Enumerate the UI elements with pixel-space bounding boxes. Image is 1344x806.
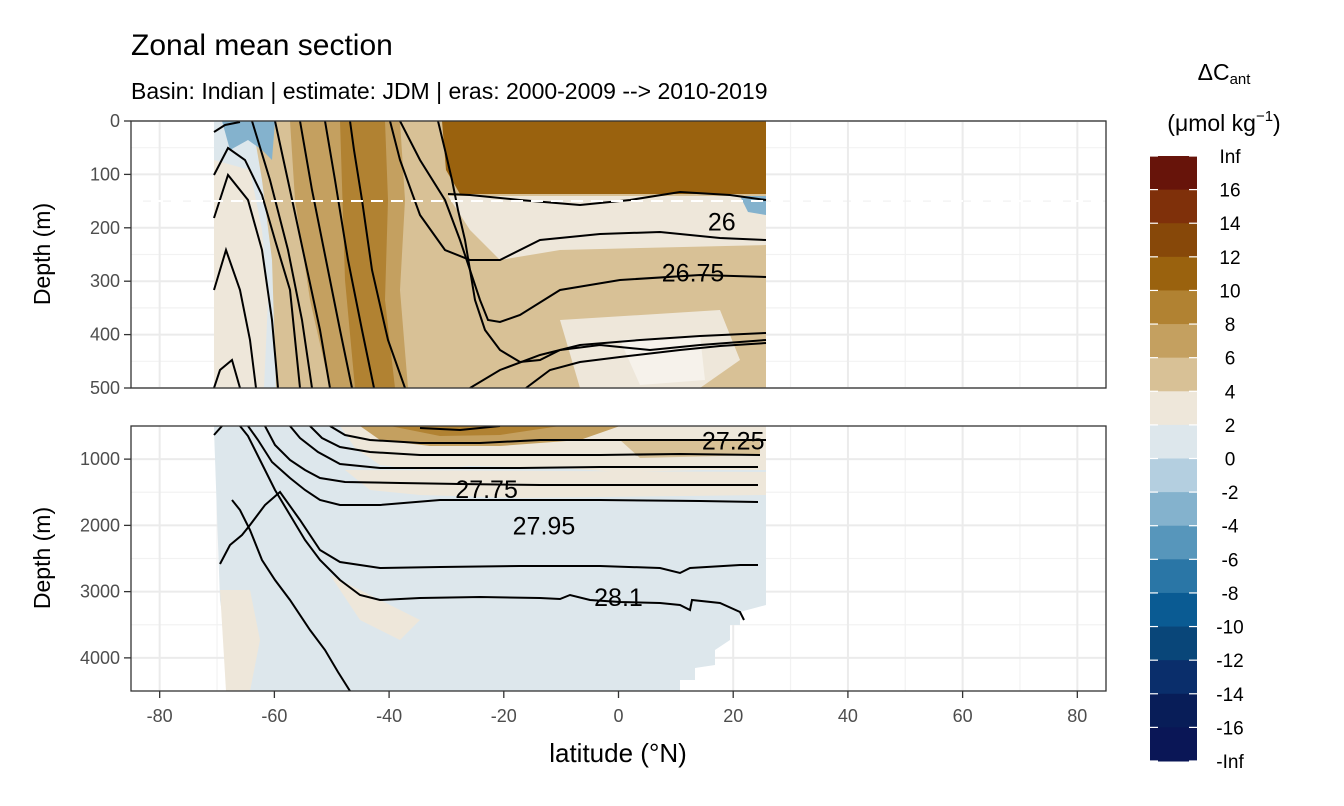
legend-swatch (1150, 424, 1197, 459)
fill-upper-deep-low (345, 470, 766, 498)
legend-title-main: ΔC (1198, 59, 1230, 85)
fill-low-south (214, 160, 268, 388)
isopycnal-label: 27.95 (513, 512, 576, 540)
legend-label: -12 (1216, 651, 1243, 672)
legend-swatch (1150, 290, 1197, 325)
legend-swatch (1150, 324, 1197, 359)
x-tick-label: -20 (491, 706, 517, 726)
legend-unit-text: (μmol kg (1167, 110, 1256, 136)
legend-swatch (1150, 357, 1197, 392)
x-tick-label: 40 (838, 706, 858, 726)
legend-swatch (1150, 592, 1197, 628)
x-axis-ticks: -80 -60 -40 -20 0 20 40 60 80 (147, 691, 1087, 726)
legend-swatch (1150, 727, 1197, 762)
legend-swatch (1150, 156, 1197, 191)
isopycnal-label: 27.25 (702, 428, 765, 456)
isopycnal-label: 26.75 (662, 260, 725, 288)
fill-southern-low (220, 590, 260, 691)
chart-subtitle: Basin: Indian | estimate: JDM | eras: 20… (131, 78, 768, 104)
legend-swatch (1150, 223, 1197, 258)
y-tick-label: 1000 (80, 449, 120, 469)
legend-labels: Inf 16 14 12 10 8 6 4 2 0 -2 -4 -6 -8 -10 -12 -14 -16 -Inf (1216, 147, 1244, 773)
x-tick-label: -40 (376, 706, 402, 726)
legend-title-sub: ant (1230, 71, 1252, 88)
legend-label: 2 (1225, 416, 1236, 437)
y-axis-label-upper: Depth (m) (29, 203, 55, 305)
legend-label: -4 (1222, 517, 1239, 538)
fill-thermocline-low (448, 196, 766, 260)
legend-label: -Inf (1216, 752, 1244, 773)
upper-panel: 0 100 200 300 400 500 26 26.75 (90, 111, 1107, 398)
lower-axis-ticks: 1000 2000 3000 4000 (80, 449, 131, 668)
lower-isopycnals (213, 426, 766, 691)
upper-axis-ticks: 0 100 200 300 400 500 (90, 111, 131, 398)
legend-swatch (1150, 525, 1197, 560)
fill-deep-low-patch (330, 575, 420, 640)
y-tick-label: 300 (90, 271, 120, 291)
legend-swatch (1150, 693, 1197, 728)
y-tick-label: 500 (90, 378, 120, 398)
legend-swatch (1150, 626, 1197, 661)
legend-unit: (μmol kg−1) (1167, 108, 1280, 136)
legend-label: -2 (1222, 483, 1239, 504)
legend-swatch (1150, 660, 1197, 695)
legend-swatch (1150, 189, 1197, 224)
legend-label: 16 (1219, 181, 1240, 202)
y-tick-label: 100 (90, 164, 120, 184)
y-tick-label: 0 (110, 111, 120, 131)
x-tick-label: 20 (723, 706, 743, 726)
legend-swatch (1150, 492, 1197, 527)
y-tick-label: 4000 (80, 648, 120, 668)
lower-panel: 1000 2000 3000 4000 27.25 27.75 27.95 28.1 (80, 425, 1107, 692)
legend-label: 6 (1225, 349, 1236, 370)
x-tick-label: 60 (953, 706, 973, 726)
lower-fill (213, 426, 766, 691)
legend-swatch (1150, 391, 1197, 426)
isopycnal-label: 28.1 (594, 584, 643, 612)
legend-label: -16 (1216, 718, 1243, 739)
fill-negative-core (222, 121, 275, 160)
legend-label: Inf (1219, 147, 1241, 168)
upper-isopycnals (213, 121, 767, 388)
y-tick-label: 400 (90, 325, 120, 345)
y-tick-label: 2000 (80, 515, 120, 535)
legend-label: 4 (1225, 382, 1236, 403)
legend-label: 10 (1219, 281, 1240, 302)
upper-panel-border (130, 120, 1107, 389)
legend-label: -8 (1222, 584, 1239, 605)
x-tick-label: -80 (147, 706, 173, 726)
isopycnal-label: 27.75 (455, 476, 518, 504)
legend-swatch (1150, 559, 1197, 594)
legend-label: -10 (1216, 618, 1243, 639)
legend-unit-sup: −1 (1256, 108, 1273, 125)
legend-swatch (1150, 458, 1197, 493)
y-axis-label-lower: Depth (m) (29, 507, 55, 609)
legend-colorbar (1150, 155, 1197, 762)
x-tick-label: -60 (261, 706, 287, 726)
legend-label: 14 (1219, 214, 1241, 235)
legend-title: ΔCant (1198, 59, 1252, 88)
fill-high-front (340, 121, 395, 388)
legend-unit-close: ) (1273, 110, 1281, 136)
legend-label: 0 (1225, 450, 1236, 471)
lower-contour-labels: 27.25 27.75 27.95 28.1 (455, 428, 764, 612)
legend-label: -14 (1216, 685, 1244, 706)
isopycnal-label: 26 (708, 208, 736, 236)
x-axis-label: latitude (°N) (549, 738, 687, 768)
upper-contour-labels: 26 26.75 (662, 208, 736, 287)
upper-fill (213, 121, 767, 388)
x-tick-label: 0 (613, 706, 623, 726)
x-tick-label: 80 (1067, 706, 1087, 726)
y-tick-label: 3000 (80, 582, 120, 602)
legend-label: -6 (1222, 550, 1239, 571)
legend: ΔCant (μmol kg−1) Inf 16 14 12 10 8 6 4 2 0 -2 -4 -6… (1150, 59, 1281, 773)
y-tick-label: 200 (90, 218, 120, 238)
chart-title: Zonal mean section (131, 29, 393, 62)
fill-surface-max (442, 121, 766, 194)
legend-label: 8 (1225, 315, 1236, 336)
legend-label: 12 (1219, 248, 1240, 269)
legend-swatch (1150, 256, 1197, 291)
